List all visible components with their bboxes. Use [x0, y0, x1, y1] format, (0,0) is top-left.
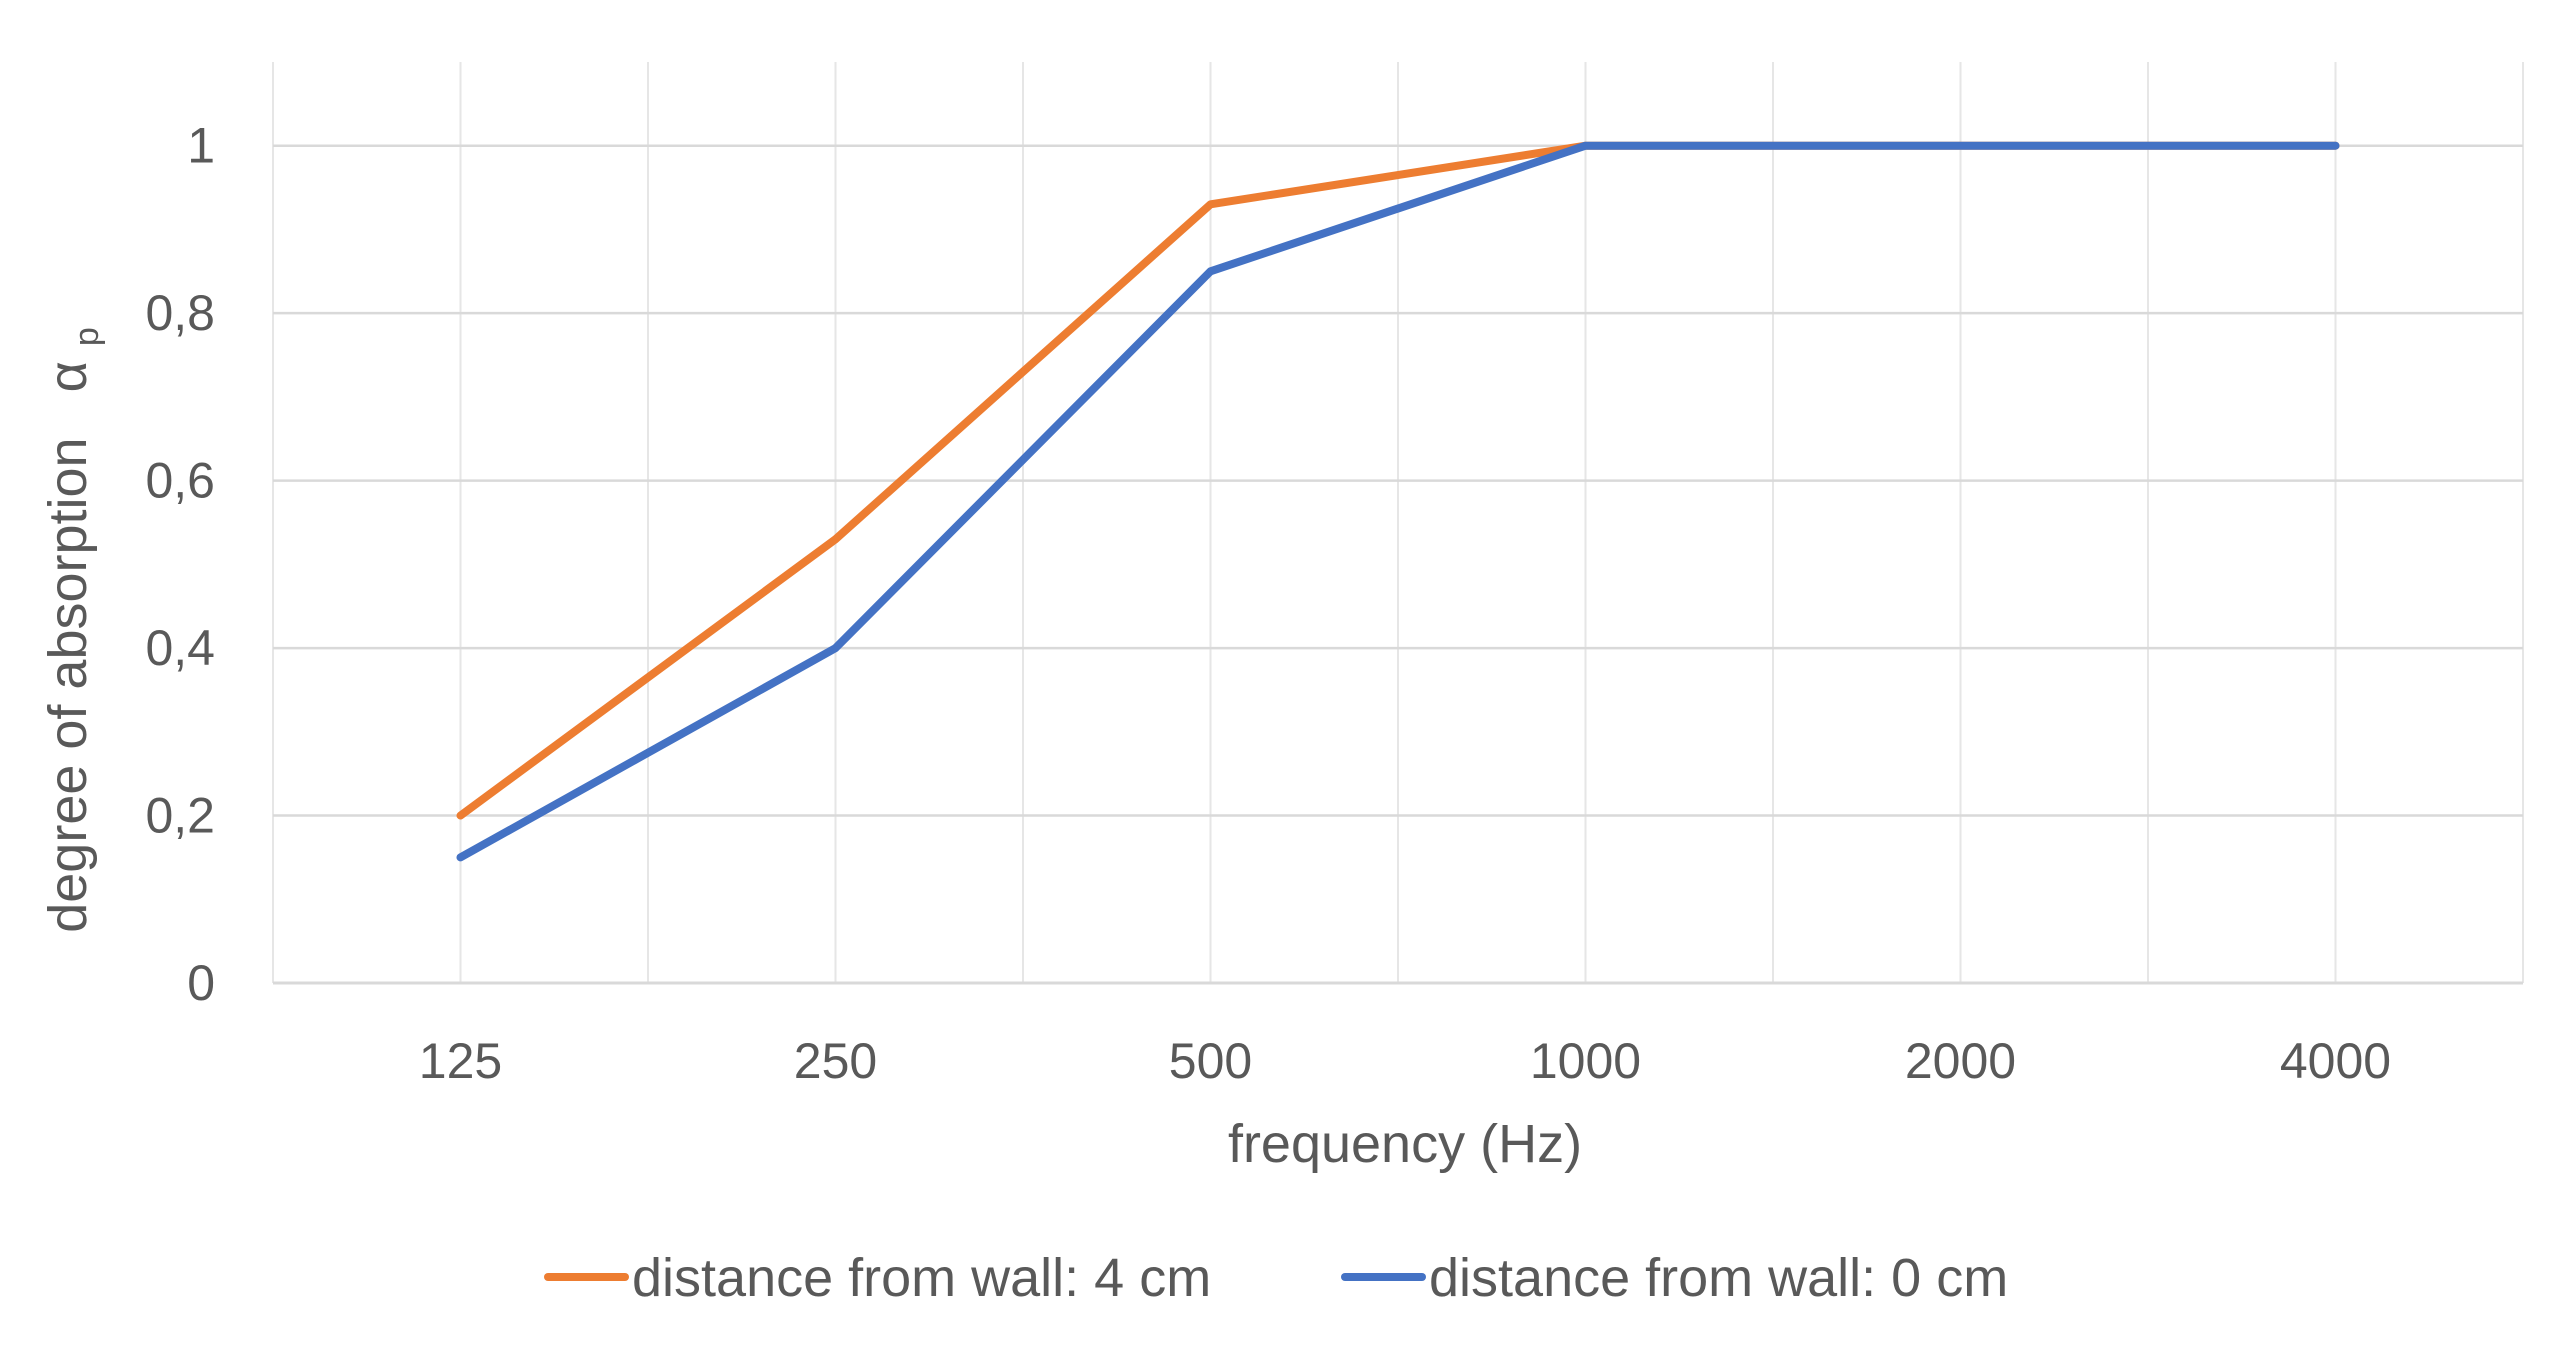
y-axis-tick-labels: 0 0,2 0,4 0,6 0,8 1 — [145, 118, 215, 1011]
vertical-gridlines — [272, 62, 2524, 983]
y-axis-title-text: degree of absorption — [38, 437, 98, 932]
x-axis-title: frequency (Hz) — [1228, 1114, 1582, 1174]
series-lines — [456, 141, 2340, 862]
legend: distance from wall: 4 cm distance from wa… — [544, 1248, 2008, 1308]
x-axis-tick-labels: 125 250 500 1000 2000 4000 — [419, 1033, 2391, 1089]
x-tick-label: 1000 — [1530, 1033, 1641, 1089]
y-tick-label: 0,6 — [145, 453, 215, 509]
x-tick-label: 250 — [794, 1033, 877, 1089]
y-tick-label: 0,2 — [145, 788, 215, 844]
y-axis-title: degree of absorption α p — [38, 327, 106, 933]
y-tick-label: 1 — [187, 118, 215, 174]
legend-label: distance from wall: 4 cm — [632, 1248, 1211, 1308]
y-tick-label: 0,8 — [145, 285, 215, 341]
y-axis-title-subscript: p — [68, 327, 106, 346]
legend-label: distance from wall: 0 cm — [1429, 1248, 2008, 1308]
y-tick-label: 0 — [187, 955, 215, 1011]
x-tick-label: 125 — [419, 1033, 502, 1089]
series-line-2 — [456, 141, 2340, 862]
x-tick-label: 500 — [1169, 1033, 1252, 1089]
y-tick-label: 0,4 — [145, 620, 215, 676]
y-axis-title-symbol: α — [38, 361, 98, 392]
horizontal-gridlines — [273, 144, 2523, 817]
x-tick-label: 2000 — [1905, 1033, 2016, 1089]
x-tick-label: 4000 — [2280, 1033, 2391, 1089]
